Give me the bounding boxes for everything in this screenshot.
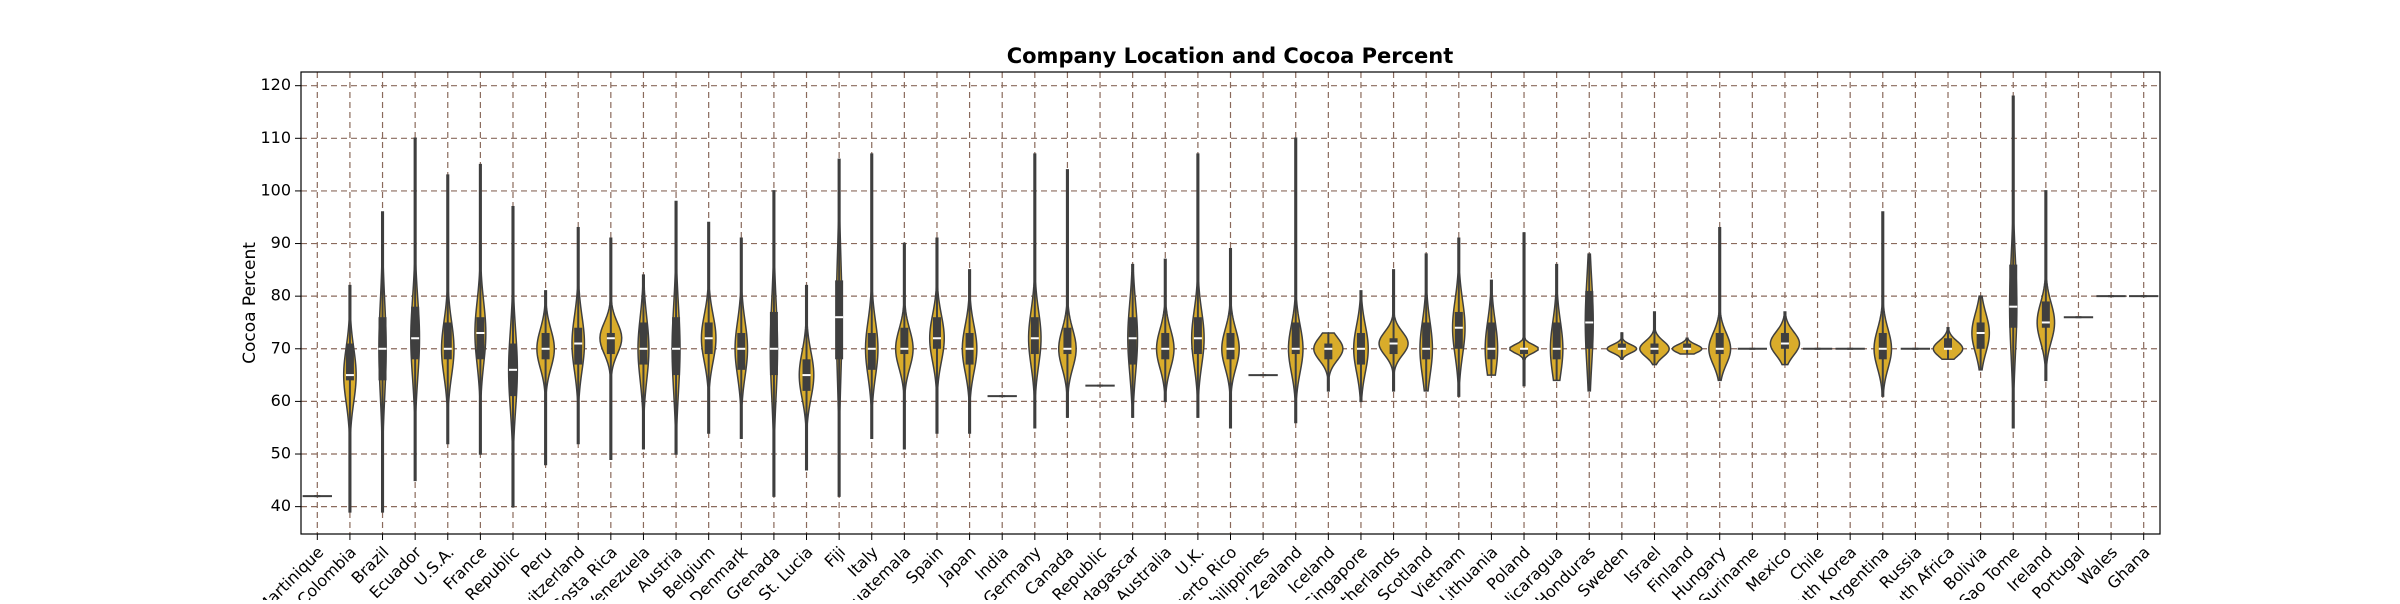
box [835,280,844,360]
box [1944,338,1953,349]
chart-title: Company Location and Cocoa Percent [1007,44,1454,68]
y-tick-label: 70 [271,338,291,357]
box [1976,322,1985,349]
x-tick-label: Japan [934,543,980,589]
box [1585,290,1594,349]
box [1780,332,1789,349]
y-tick-label: 120 [260,75,291,94]
box [1617,343,1626,349]
box [1683,343,1692,349]
box [737,332,746,370]
box [1422,322,1431,360]
box [1291,322,1300,355]
box [1063,327,1072,355]
y-tick-label: 110 [260,128,291,147]
box [672,317,681,376]
y-tick-label: 40 [271,496,291,515]
box [1487,322,1496,360]
y-tick-label: 60 [271,391,291,410]
y-axis-label: Cocoa Percent [240,242,260,364]
box [574,327,583,365]
box [1715,332,1724,355]
box [639,322,648,365]
box [606,332,615,355]
box [1128,317,1137,365]
box [1520,348,1529,355]
box [2041,301,2050,328]
box [1454,311,1463,349]
box [932,317,941,349]
box [443,322,452,360]
box [411,306,420,360]
box [1389,338,1398,355]
box [345,343,354,381]
box [769,311,778,376]
box [1193,317,1202,355]
plot-frame [300,71,2161,535]
box [1226,332,1235,360]
box [1878,332,1887,360]
box [541,332,550,360]
box [2009,264,2018,328]
box [900,327,909,355]
y-tick-label: 90 [271,233,291,252]
box [1030,317,1039,355]
y-tick-label: 80 [271,286,291,305]
box [1324,343,1333,360]
box [1552,322,1561,360]
box [1161,332,1170,360]
y-tick-label: 100 [260,180,291,199]
box [476,317,485,360]
box [867,332,876,370]
y-tick-label: 50 [271,444,291,463]
